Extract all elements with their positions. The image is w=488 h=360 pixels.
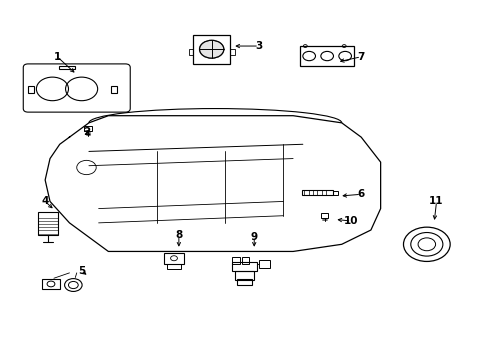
Circle shape <box>198 40 224 59</box>
Text: 5: 5 <box>78 266 85 276</box>
Bar <box>232 257 239 264</box>
Bar <box>242 257 249 264</box>
Text: 11: 11 <box>428 197 443 206</box>
Text: 10: 10 <box>344 216 358 226</box>
Bar <box>84 126 92 131</box>
Bar <box>300 46 353 66</box>
Bar <box>111 86 117 93</box>
Bar <box>232 262 256 271</box>
Text: 6: 6 <box>357 189 364 199</box>
Text: 4: 4 <box>41 197 49 206</box>
Bar <box>28 86 34 93</box>
Text: 8: 8 <box>175 230 182 240</box>
Bar <box>59 66 75 69</box>
Text: 9: 9 <box>250 232 257 242</box>
Text: 1: 1 <box>54 52 61 62</box>
Bar <box>41 279 60 289</box>
Bar <box>166 264 181 269</box>
Bar <box>188 49 193 55</box>
Bar <box>164 252 183 264</box>
Bar <box>321 213 327 217</box>
Text: 2: 2 <box>82 127 90 137</box>
Bar <box>333 191 338 195</box>
Bar <box>259 260 269 267</box>
Bar <box>38 212 58 235</box>
Text: 7: 7 <box>357 52 364 62</box>
Bar <box>229 49 234 55</box>
Bar <box>301 190 333 195</box>
Bar <box>193 35 229 64</box>
Bar <box>234 271 254 280</box>
Bar <box>237 279 251 285</box>
Text: 3: 3 <box>255 41 262 51</box>
